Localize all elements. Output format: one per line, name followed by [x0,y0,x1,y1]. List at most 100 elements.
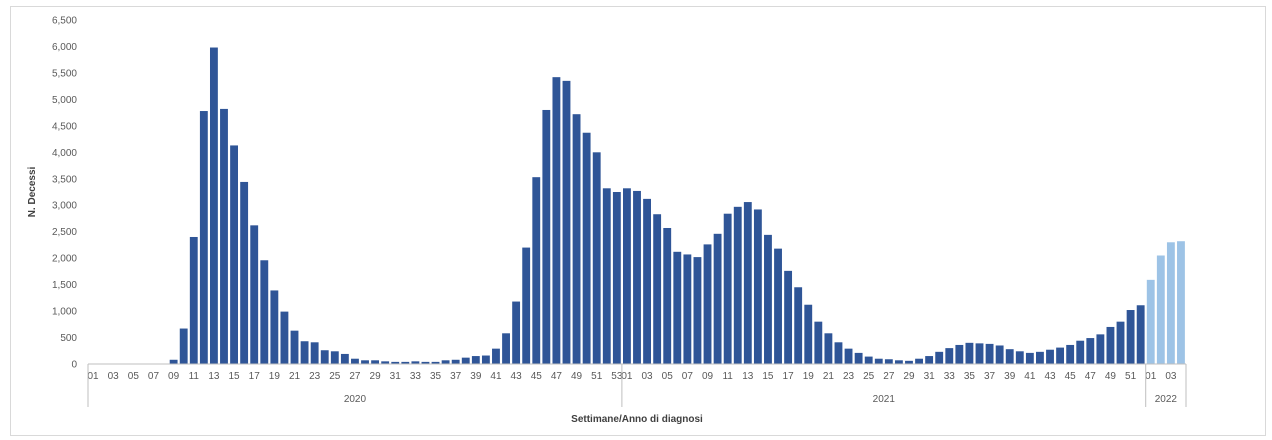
x-tick-label: 01 [87,371,99,382]
x-tick-label: 39 [470,371,482,382]
x-tick-label: 13 [208,371,220,382]
x-tick-label: 43 [511,371,523,382]
y-tick-label: 6,000 [52,42,77,53]
bars [159,47,1185,365]
x-tick-label: 25 [863,371,875,382]
year-label: 2020 [344,394,367,405]
bar [673,251,682,364]
x-tick-label: 09 [168,371,180,382]
bar-chart: 0 500 1,000 1,500 2,000 2,500 3,000 3,500 4,000 4… [27,16,1187,425]
bar [834,342,843,364]
bar [572,114,581,364]
bar [421,361,430,364]
bar [351,358,359,364]
bar [965,342,974,364]
x-tick-label: 15 [228,371,240,382]
x-tick-label: 29 [370,371,382,382]
x-tick-label: 01 [621,371,633,382]
x-tick-label: 35 [964,371,976,382]
bar [864,356,873,364]
x-tick-label: 35 [430,371,442,382]
bar [330,351,339,364]
x-tick-label: 27 [883,371,895,382]
bar [381,361,390,364]
bar [985,343,994,364]
bar [995,345,1004,364]
bar [169,359,178,364]
x-tick-label: 37 [450,371,462,382]
bar [1056,347,1065,364]
year-label: 2021 [873,394,896,405]
bar [854,352,863,364]
year-label: 2022 [1155,394,1178,405]
x-tick-label: 17 [249,371,261,382]
bar [592,152,601,364]
bar [451,359,460,364]
bar [1126,310,1135,364]
bar [492,348,500,364]
bar [894,360,903,364]
x-tick-label: 03 [108,371,120,382]
bar [784,270,793,364]
y-axis-title: N. Decessi [27,166,38,217]
bar [643,198,651,364]
x-tick-label: 01 [1145,371,1157,382]
y-tick-label: 6,500 [52,16,77,27]
bar [502,333,510,364]
bar [391,361,400,364]
x-tick-label: 15 [762,371,774,382]
x-tick-label: 33 [410,371,422,382]
bar [905,360,913,364]
bar [925,356,934,364]
bar [552,77,561,364]
y-tick-label: 1,500 [52,280,77,291]
bar [733,206,742,364]
y-tick-label: 4,000 [52,148,77,159]
bar [824,333,833,364]
bar [371,360,380,364]
y-tick-label: 500 [60,333,77,344]
x-axis: 01 03 05 07 09 11 13 15 17 19 21 23 25 27 29 31 33 35 37 39… [87,363,1187,407]
bar [633,190,641,364]
y-tick-label: 5,500 [52,68,77,79]
bar [1076,340,1085,364]
bar [1136,305,1145,364]
x-tick-label: 23 [309,371,321,382]
bar [209,47,218,365]
bar [230,145,238,364]
bar [270,290,279,364]
bar [884,359,893,364]
bar [441,360,450,364]
y-tick-label: 3,500 [52,174,77,185]
x-tick-label: 45 [1065,371,1077,382]
bar [844,348,853,364]
y-tick-label: 0 [71,360,77,371]
y-tick-label: 1,000 [52,307,77,318]
bar [280,311,289,364]
x-tick-label: 33 [944,371,956,382]
x-tick-label: 41 [490,371,502,382]
bar [723,213,732,364]
bar [361,360,369,364]
bar [935,351,944,364]
x-tick-label: 19 [803,371,815,382]
bar [814,321,823,364]
bar [1177,241,1185,364]
bar [310,342,319,364]
bar [683,254,692,364]
x-tick-label: 13 [742,371,754,382]
bar [804,304,813,364]
bar [945,348,954,364]
x-tick-label: 31 [924,371,936,382]
chart-frame: 0 500 1,000 1,500 2,000 2,500 3,000 3,500 4,000 4… [10,6,1266,436]
bar [713,233,722,364]
x-tick-label: 51 [1125,371,1137,382]
x-tick-label: 09 [702,371,714,382]
bar [431,361,440,364]
bar [703,244,712,364]
x-tick-label: 21 [823,371,835,382]
bar [1146,279,1155,364]
bar [532,177,541,364]
x-tick-label: 29 [903,371,915,382]
bar [300,341,309,364]
